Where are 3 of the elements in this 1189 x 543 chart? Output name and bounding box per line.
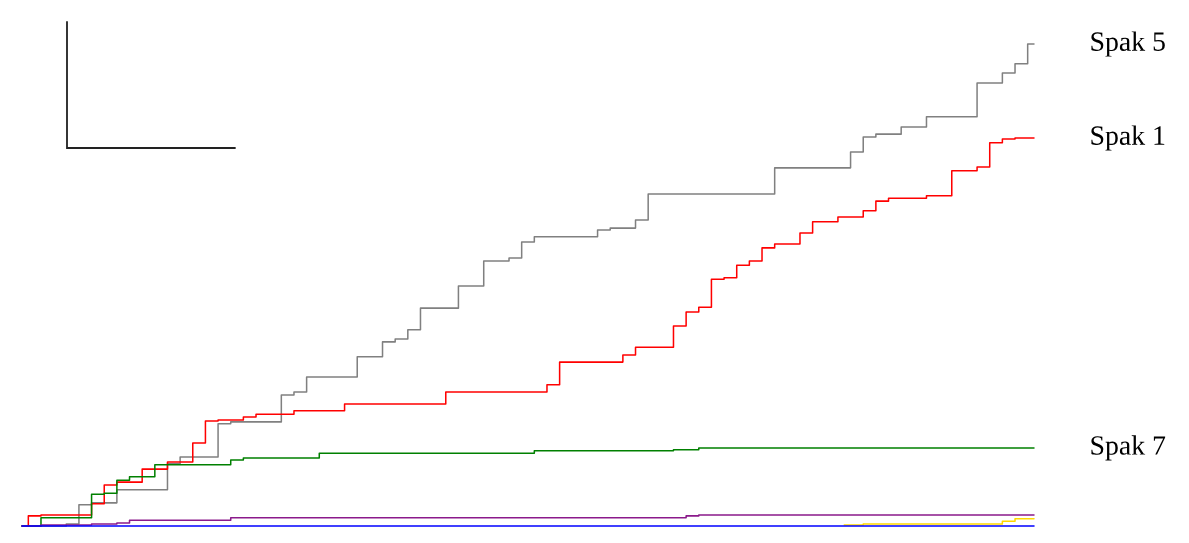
text: Spak 7 [1091,435,1166,461]
text: Spak 5 [1091,31,1165,57]
text: Spak 1 [1091,125,1165,151]
